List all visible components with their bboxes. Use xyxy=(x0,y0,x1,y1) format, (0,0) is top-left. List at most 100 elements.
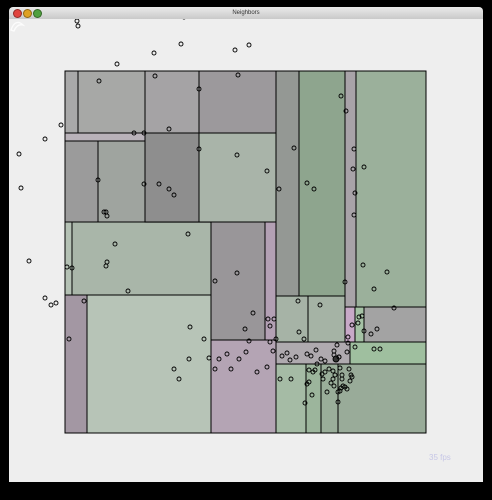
sample-point xyxy=(345,334,351,340)
sample-point xyxy=(359,313,365,319)
partition-cell xyxy=(198,70,277,134)
sample-point xyxy=(66,336,72,342)
sample-point xyxy=(331,348,337,354)
sample-point xyxy=(224,351,230,357)
sample-point xyxy=(345,340,351,346)
sample-point xyxy=(318,356,324,362)
sample-point xyxy=(360,262,366,268)
sample-point xyxy=(349,322,355,328)
sample-point xyxy=(156,181,162,187)
sample-point xyxy=(311,186,317,192)
sample-point xyxy=(176,376,182,382)
sample-point xyxy=(264,168,270,174)
sample-point xyxy=(288,376,294,382)
sample-point xyxy=(352,190,358,196)
sample-point xyxy=(178,41,184,47)
sample-point xyxy=(232,47,238,53)
sample-point xyxy=(171,192,177,198)
sample-point xyxy=(212,366,218,372)
sample-point xyxy=(384,269,390,275)
sample-point xyxy=(279,353,285,359)
minimize-window-button[interactable] xyxy=(23,9,32,18)
partition-cell xyxy=(64,294,88,434)
sample-point xyxy=(81,298,87,304)
sample-point xyxy=(235,72,241,78)
sample-point xyxy=(53,300,59,306)
partition-cell xyxy=(86,294,212,434)
sample-point xyxy=(317,302,323,308)
partition-cell xyxy=(298,70,346,297)
sample-point xyxy=(324,389,330,395)
sample-point xyxy=(368,331,374,337)
partition-cell xyxy=(77,70,155,142)
sample-point xyxy=(265,316,271,322)
sample-point xyxy=(336,354,342,360)
zoom-window-button[interactable] xyxy=(33,9,42,18)
sample-point xyxy=(351,146,357,152)
sample-point xyxy=(187,324,193,330)
sample-point xyxy=(287,357,293,363)
sample-point xyxy=(296,329,302,335)
sample-point xyxy=(273,336,279,342)
sample-point xyxy=(309,392,315,398)
window-title: Neighbors xyxy=(232,10,260,16)
sample-point xyxy=(69,265,75,271)
sample-point xyxy=(236,356,242,362)
sample-point xyxy=(254,369,260,375)
sample-point xyxy=(347,378,353,384)
sample-point xyxy=(371,346,377,352)
sample-point xyxy=(295,298,301,304)
sample-point xyxy=(331,383,337,389)
fps-counter: 35 fps xyxy=(429,453,451,462)
sample-point xyxy=(343,108,349,114)
sample-point xyxy=(267,323,273,329)
sample-point xyxy=(201,336,207,342)
sample-point xyxy=(234,270,240,276)
partition-cell xyxy=(198,132,277,223)
sample-point xyxy=(58,122,64,128)
sample-point xyxy=(96,78,102,84)
sample-point xyxy=(267,339,273,345)
sample-point xyxy=(361,164,367,170)
sample-point xyxy=(377,346,383,352)
partition-cell xyxy=(275,295,309,343)
partition-cell xyxy=(71,221,212,296)
sample-point xyxy=(103,209,109,215)
sample-point xyxy=(151,50,157,56)
close-window-button[interactable] xyxy=(13,9,22,18)
sample-point xyxy=(391,305,397,311)
sample-point xyxy=(338,385,344,391)
sample-point xyxy=(304,180,310,186)
sample-point xyxy=(196,146,202,152)
sample-point xyxy=(314,361,320,367)
sample-point xyxy=(75,23,81,29)
partition-cell xyxy=(144,70,200,134)
sample-point xyxy=(352,344,358,350)
sample-point xyxy=(264,364,270,370)
sample-point xyxy=(348,372,354,378)
sample-point xyxy=(328,380,334,386)
sample-point xyxy=(326,366,332,372)
sample-point xyxy=(374,326,380,332)
partition-cell xyxy=(144,132,200,223)
sample-point xyxy=(131,130,137,136)
sample-point xyxy=(338,93,344,99)
partition-cell xyxy=(355,70,427,308)
sample-point xyxy=(320,376,326,382)
sample-point xyxy=(166,126,172,132)
sketch-canvas[interactable]: 35 fps xyxy=(9,19,483,482)
sample-point xyxy=(335,399,341,405)
sample-point xyxy=(302,400,308,406)
app-logo-icon xyxy=(10,21,25,32)
sample-point xyxy=(313,347,319,353)
sample-point xyxy=(291,145,297,151)
sample-point xyxy=(304,351,310,357)
partition-cell xyxy=(349,341,427,365)
sample-point xyxy=(271,316,277,322)
sample-point xyxy=(206,355,212,361)
sample-point xyxy=(196,86,202,92)
partition-cell xyxy=(344,70,357,308)
sample-point xyxy=(64,264,70,270)
sample-point xyxy=(342,279,348,285)
sample-point xyxy=(355,320,361,326)
